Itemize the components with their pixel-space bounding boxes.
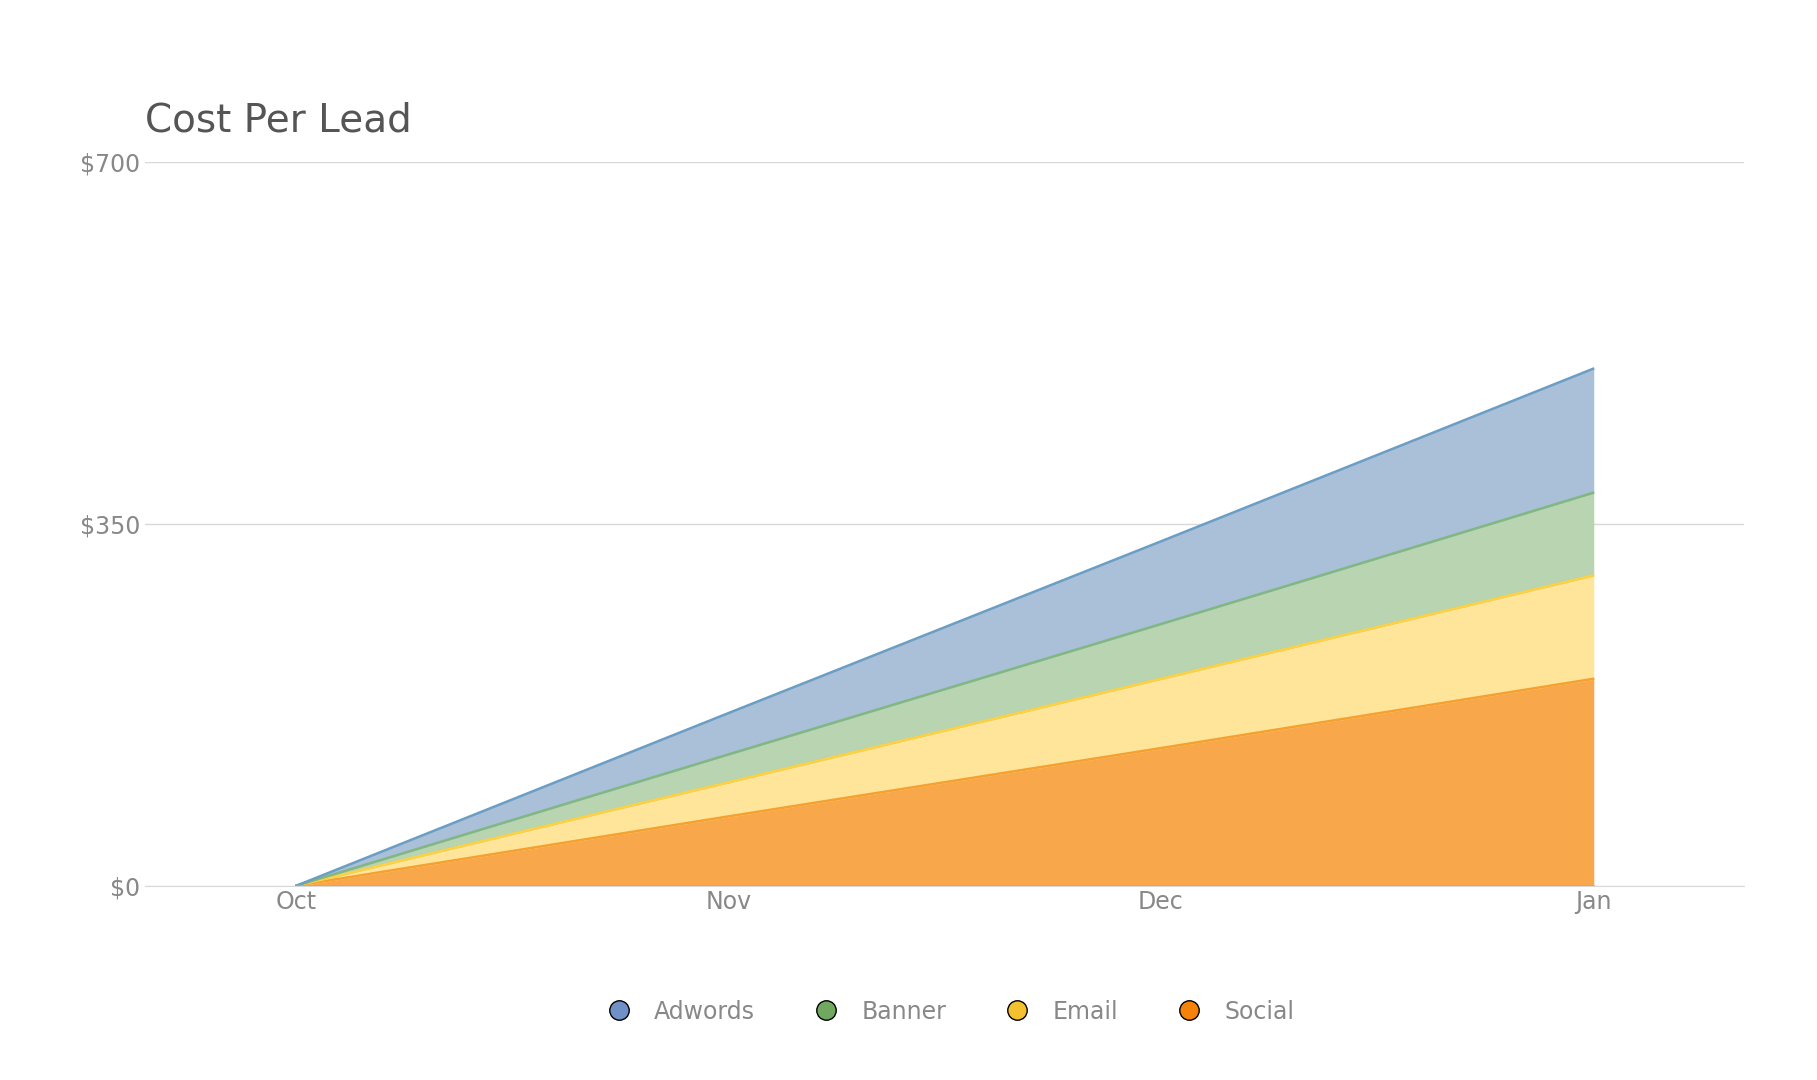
Text: Cost Per Lead: Cost Per Lead bbox=[145, 102, 412, 139]
Legend: Adwords, Banner, Email, Social: Adwords, Banner, Email, Social bbox=[585, 990, 1305, 1032]
